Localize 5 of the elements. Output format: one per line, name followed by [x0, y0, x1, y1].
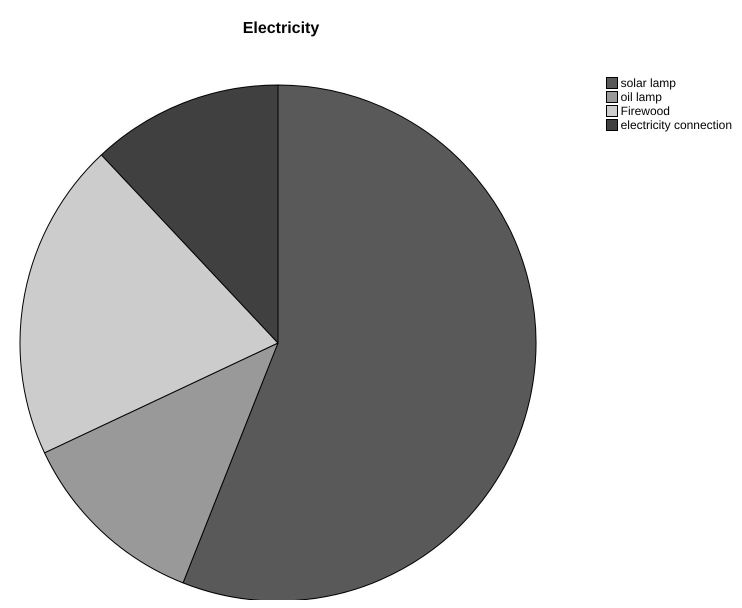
chart-title: Electricity	[242, 20, 320, 38]
legend-label: Firewood	[620, 104, 670, 118]
legend-label: solar lamp	[620, 76, 676, 90]
legend-label: electricity connection	[620, 118, 732, 132]
legend-label: oil lamp	[620, 90, 662, 104]
